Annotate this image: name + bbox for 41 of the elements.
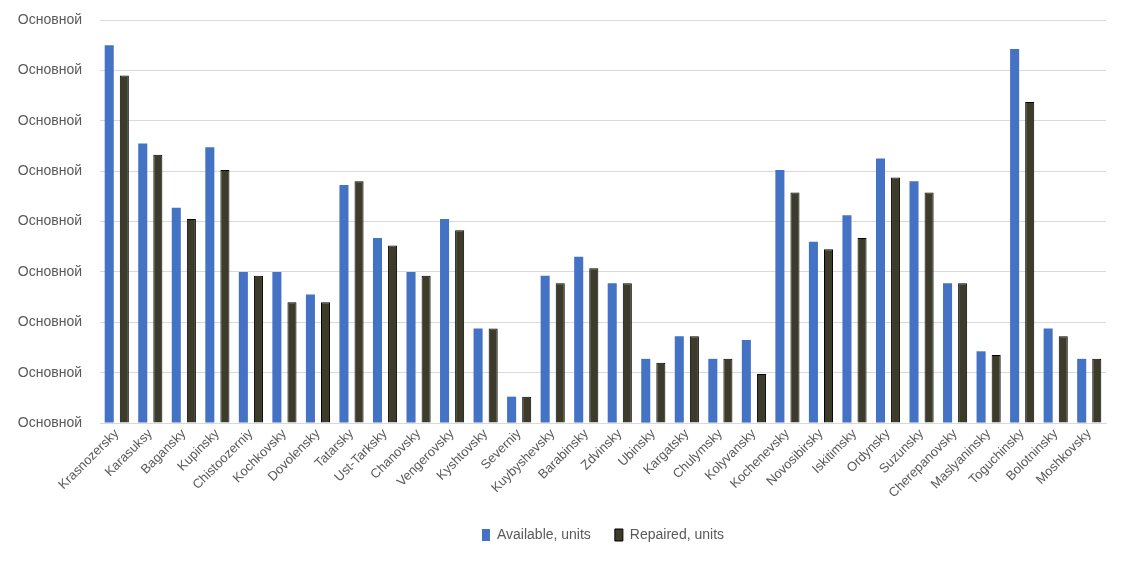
- bar: [372, 237, 383, 423]
- bar: [1043, 328, 1053, 423]
- text: Основной: [17, 162, 82, 179]
- bar: [607, 283, 617, 423]
- bar: [574, 256, 584, 423]
- text: Основной: [17, 413, 82, 430]
- text: Основной: [17, 363, 82, 380]
- bar: [138, 143, 148, 423]
- bar: [305, 294, 315, 423]
- text: Основной: [17, 313, 82, 330]
- bar: [976, 351, 986, 423]
- bar: [1077, 358, 1087, 423]
- bar: [473, 328, 483, 423]
- bar: [1010, 48, 1020, 423]
- bar: [708, 358, 718, 423]
- bar: [440, 219, 450, 423]
- bar: [238, 271, 248, 423]
- bar: [943, 283, 953, 423]
- text: Основной: [17, 262, 82, 279]
- bar: [339, 185, 349, 423]
- bar: [540, 275, 550, 423]
- bar: [406, 271, 416, 423]
- bar: [641, 358, 651, 423]
- bar: [808, 241, 818, 423]
- bar: [775, 169, 785, 423]
- legend-label: Available, units: [496, 525, 591, 542]
- bar: [674, 336, 684, 423]
- bar: [875, 158, 886, 423]
- text: Основной: [17, 61, 82, 78]
- bar: [272, 271, 282, 423]
- bar: [909, 181, 919, 423]
- text: Основной: [17, 10, 82, 27]
- bar: [507, 396, 517, 423]
- bar: [171, 207, 181, 423]
- bar: [842, 215, 852, 423]
- bar: [104, 45, 114, 423]
- bar: [741, 339, 751, 423]
- legend-label: Repaired, units: [629, 525, 725, 542]
- bar: [205, 147, 215, 423]
- text: Основной: [17, 212, 82, 229]
- text: Основной: [17, 111, 82, 128]
